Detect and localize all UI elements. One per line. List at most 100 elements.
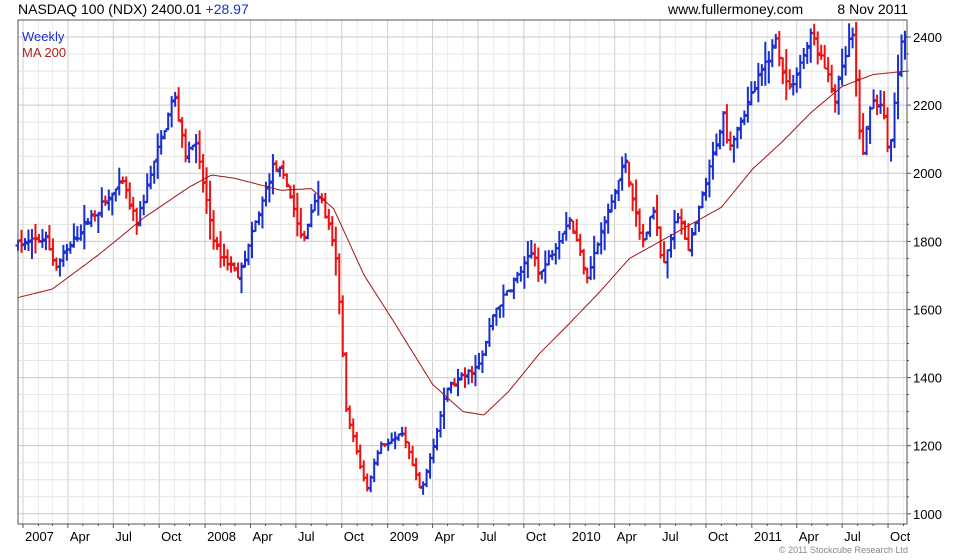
ohlc-bar: [839, 48, 845, 86]
ohlc-bar: [43, 231, 49, 251]
ohlc-bar: [190, 144, 196, 151]
ohlc-bar: [287, 185, 293, 199]
ohlc-bar: [755, 62, 761, 103]
ohlc-bar: [623, 153, 629, 173]
ohlc-bar: [22, 238, 28, 251]
ohlc-bar: [626, 161, 632, 188]
ohlc-bar: [679, 208, 685, 235]
plot-frame: [17, 19, 908, 525]
x-tick-label: Apr: [435, 529, 456, 544]
x-tick-label: Oct: [708, 529, 729, 544]
ohlc-bar: [445, 387, 451, 402]
ohlc-bar: [214, 236, 220, 250]
x-tick-label: Jul: [662, 529, 679, 544]
ohlc-bar: [745, 86, 751, 123]
ohlc-bar: [874, 94, 880, 116]
x-tick-label: Apr: [252, 529, 273, 544]
ohlc-bar: [151, 160, 157, 184]
ohlc-bars: [15, 21, 908, 495]
ma200-line: [17, 70, 908, 416]
ohlc-bar: [106, 189, 112, 211]
ohlc-bar: [183, 128, 189, 163]
ohlc-bar: [228, 256, 234, 273]
ohlc-bar: [734, 126, 740, 149]
ohlc-bar: [134, 207, 140, 235]
ohlc-bar: [39, 228, 45, 248]
ohlc-bar: [455, 368, 461, 397]
x-tick-label: Jul: [844, 529, 861, 544]
ohlc-bar: [273, 160, 279, 172]
ohlc-bar: [452, 378, 458, 387]
ohlc-bar: [829, 64, 835, 94]
ohlc-bar: [162, 129, 168, 140]
ohlc-bar: [748, 81, 754, 106]
last-price: 2400.01: [151, 1, 202, 17]
x-tick-label: 2009: [390, 529, 419, 544]
ohlc-bar: [78, 224, 84, 241]
x-tick-label: Oct: [526, 529, 547, 544]
ohlc-bar: [633, 179, 639, 227]
ohlc-bar: [238, 262, 244, 294]
ohlc-bar: [535, 247, 541, 282]
x-tick-label: Apr: [617, 529, 638, 544]
y-tick-label: 2200: [913, 98, 942, 113]
ohlc-bar: [305, 223, 311, 240]
x-tick-label: 2010: [572, 529, 601, 544]
ohlc-bar: [232, 262, 238, 272]
horizontal-gridlines: [18, 36, 911, 515]
ohlc-bar: [326, 208, 332, 230]
ohlc-bar: [644, 231, 650, 241]
ohlc-bar: [417, 471, 423, 489]
ohlc-bar: [116, 167, 122, 196]
ohlc-bar: [689, 227, 695, 257]
y-tick-label: 2400: [913, 30, 942, 45]
ohlc-bar: [256, 211, 262, 226]
ohlc-bar: [424, 468, 430, 488]
x-tick-label: Oct: [344, 529, 365, 544]
ohlc-bar: [787, 69, 793, 90]
copyright-note: © 2011 Stockcube Research Ltd: [778, 545, 908, 555]
ohlc-bar: [127, 182, 133, 210]
ohlc-bar: [431, 438, 437, 464]
ohlc-bar: [619, 156, 625, 191]
x-tick-label: Jul: [115, 529, 132, 544]
site-link[interactable]: www.fullermoney.com: [668, 1, 804, 17]
chart-date: 8 Nov 2011: [837, 1, 908, 17]
x-tick-label: Jul: [298, 529, 315, 544]
ohlc-bar: [738, 117, 744, 140]
ohlc-bar: [560, 232, 566, 244]
ohlc-bar: [32, 223, 38, 254]
ohlc-bar: [612, 188, 618, 210]
ohlc-bar: [710, 141, 716, 180]
ohlc-bar: [794, 67, 800, 93]
ohlc-bar: [685, 223, 691, 251]
ohlc-bar: [109, 192, 115, 216]
x-tick-label: Oct: [161, 529, 182, 544]
x-tick-label: Apr: [799, 529, 820, 544]
ohlc-bar: [895, 54, 901, 120]
legend-ma200: MA 200: [22, 45, 66, 60]
ohlc-bar: [340, 295, 346, 358]
ohlc-bar: [780, 57, 786, 85]
ohlc-bar: [567, 217, 573, 230]
ohlc-bar: [815, 31, 821, 65]
ohlc-bar: [263, 181, 269, 207]
ohlc-bar: [81, 204, 87, 250]
symbol-name: NASDAQ 100 (NDX): [18, 1, 148, 17]
ohlc-bar: [616, 179, 622, 202]
ohlc-bar: [308, 203, 314, 228]
ohlc-bar: [301, 230, 307, 242]
ohlc-bar: [18, 229, 24, 253]
chart-legend: Weekly MA 200: [22, 29, 66, 60]
ohlc-bar: [720, 111, 726, 147]
ohlc-bar: [469, 365, 475, 383]
ohlc-bar: [448, 381, 454, 394]
ohlc-bar: [713, 133, 719, 156]
y-tick-label: 1800: [913, 234, 942, 249]
price-change: +28.97: [205, 1, 249, 17]
ohlc-bar: [165, 112, 171, 131]
ohlc-bar: [752, 81, 758, 94]
ohlc-bar: [759, 64, 765, 86]
